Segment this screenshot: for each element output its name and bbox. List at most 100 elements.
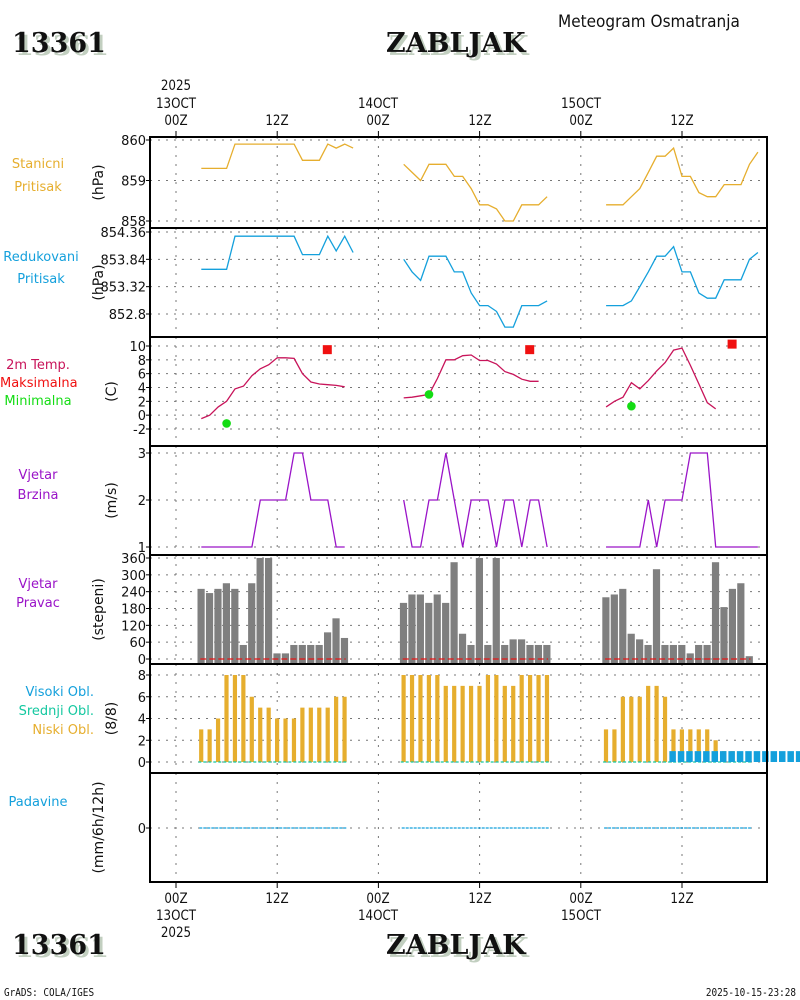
cloud-low-bar xyxy=(528,675,533,762)
cloud-low-bar xyxy=(435,675,440,762)
cloud-low-bar xyxy=(494,675,499,762)
bottom-year-label: 2025 xyxy=(160,925,192,941)
panel-frame xyxy=(149,336,768,447)
cloud-low-bar xyxy=(409,675,415,762)
cloud-high-bar xyxy=(728,751,735,762)
cloud-low-bar xyxy=(502,685,507,762)
cloud-low-bar xyxy=(249,696,254,762)
y-tick-label: 240 xyxy=(121,586,146,601)
bottom-tick-hour: 12Z xyxy=(467,891,492,907)
y-axis-label: (hPa) xyxy=(91,164,107,200)
wind-dir-bar xyxy=(458,633,467,664)
cloud-high-bar xyxy=(745,751,752,762)
cloud-low-bar xyxy=(275,718,280,762)
cloud-high-bar xyxy=(669,751,676,762)
panel-label-cloud_cover: Niski Obl. xyxy=(32,723,94,738)
cloud-low-bar xyxy=(334,696,339,762)
wind-dir-bar xyxy=(307,644,315,664)
cloud-low-bar xyxy=(443,685,448,762)
y-tick-label: 2 xyxy=(138,395,146,410)
cloud-low-bar xyxy=(317,707,322,762)
top-tick-hour: 00Z xyxy=(366,113,391,129)
series-line-14OCT xyxy=(403,255,548,328)
cloud-high-bar xyxy=(787,751,794,762)
wind-dir-bar xyxy=(340,637,349,664)
y-tick-label: 10 xyxy=(129,340,146,355)
series-line-15OCT xyxy=(606,146,759,206)
cloud-high-bar xyxy=(770,751,778,762)
wind-dir-bar xyxy=(332,618,340,664)
panel-label-cloud_cover: Visoki Obl. xyxy=(25,685,94,700)
series-line-14OCT xyxy=(403,452,548,548)
cloud-low-bar xyxy=(688,729,693,762)
cloud-high-bar xyxy=(762,751,769,762)
y-tick-label: 4 xyxy=(138,713,146,728)
cloud-low-bar xyxy=(232,675,238,762)
cloud-high-bar xyxy=(719,751,727,762)
top-tick-hour: 12Z xyxy=(265,113,289,129)
y-tick-label: 859 xyxy=(121,175,146,190)
wind-dir-bar xyxy=(720,607,728,664)
wind-dir-bar xyxy=(399,602,408,664)
top-tick-date: 14OCT xyxy=(358,96,399,112)
wind-dir-bar xyxy=(728,588,736,664)
panel-label-temperature: Maksimalna xyxy=(0,376,78,391)
y-axis-label: (8/8) xyxy=(104,702,120,735)
y-tick-label: 6 xyxy=(138,691,146,706)
top-year-label: 2025 xyxy=(160,78,192,94)
top-tick-hour: 12Z xyxy=(467,113,492,129)
panel-label-wind_speed: Brzina xyxy=(17,488,59,503)
wind-dir-bar xyxy=(745,656,753,664)
y-tick-label: 8 xyxy=(138,669,146,684)
top-tick-hour: 00Z xyxy=(569,113,593,129)
wind-dir-bar xyxy=(264,558,273,664)
y-tick-label: 360 xyxy=(121,552,146,567)
cloud-high-bar xyxy=(711,751,719,762)
y-tick-label: 854.36 xyxy=(101,226,147,241)
cloud-low-bar xyxy=(291,718,297,762)
y-tick-label: 6 xyxy=(138,368,146,383)
panel-wind_speed: 3 2 1 (m/s) xyxy=(104,445,768,556)
cloud-low-bar xyxy=(300,707,305,762)
station-name: ZABLJAK xyxy=(386,28,526,59)
station-id-footer: 13361 xyxy=(12,930,106,961)
bottom-tick-date: 15OCT xyxy=(560,908,601,924)
cloud-low-bar xyxy=(452,685,457,762)
panel-precipitation: 0 (mm/6h/12h) xyxy=(91,772,768,883)
cloud-low-bar xyxy=(671,729,676,762)
series-line-13OCT xyxy=(201,143,354,170)
y-tick-label: 853.84 xyxy=(101,253,147,268)
series-line-13OCT xyxy=(201,234,354,270)
wind-dir-bar xyxy=(450,562,458,664)
cloud-low-bar xyxy=(603,729,609,762)
wind-dir-bar xyxy=(205,593,214,664)
wind-dir-bar xyxy=(627,633,635,664)
y-tick-label: 860 xyxy=(121,134,146,149)
wind-dir-bar xyxy=(248,583,256,664)
wind-dir-bar xyxy=(678,644,686,664)
y-tick-label: 853.32 xyxy=(101,281,147,296)
y-tick-label: 8 xyxy=(138,354,146,369)
top-tick-date: 13OCT xyxy=(155,96,197,112)
tmin-marker xyxy=(424,390,434,399)
wind-dir-bar xyxy=(197,588,205,664)
wind-dir-bar xyxy=(652,569,661,664)
panel-label-temperature: Minimalna xyxy=(4,394,72,409)
tmin-marker xyxy=(222,419,231,428)
cloud-high-bar xyxy=(753,751,761,762)
wind-dir-bar xyxy=(425,602,433,664)
cloud-low-bar xyxy=(612,729,617,762)
wind-dir-bar xyxy=(467,644,475,664)
panel-label-reduced_pressure: Redukovani xyxy=(3,250,79,265)
y-tick-label: 4 xyxy=(138,382,146,397)
wind-dir-bar xyxy=(315,644,323,664)
cloud-low-bar xyxy=(241,675,246,762)
cloud-low-bar xyxy=(519,675,524,762)
bottom-tick-hour: 00Z xyxy=(366,891,391,907)
cloud-low-bar xyxy=(418,675,423,762)
y-tick-label: 120 xyxy=(121,619,146,634)
wind-dir-bar xyxy=(214,588,222,664)
tmax-marker xyxy=(525,345,535,355)
